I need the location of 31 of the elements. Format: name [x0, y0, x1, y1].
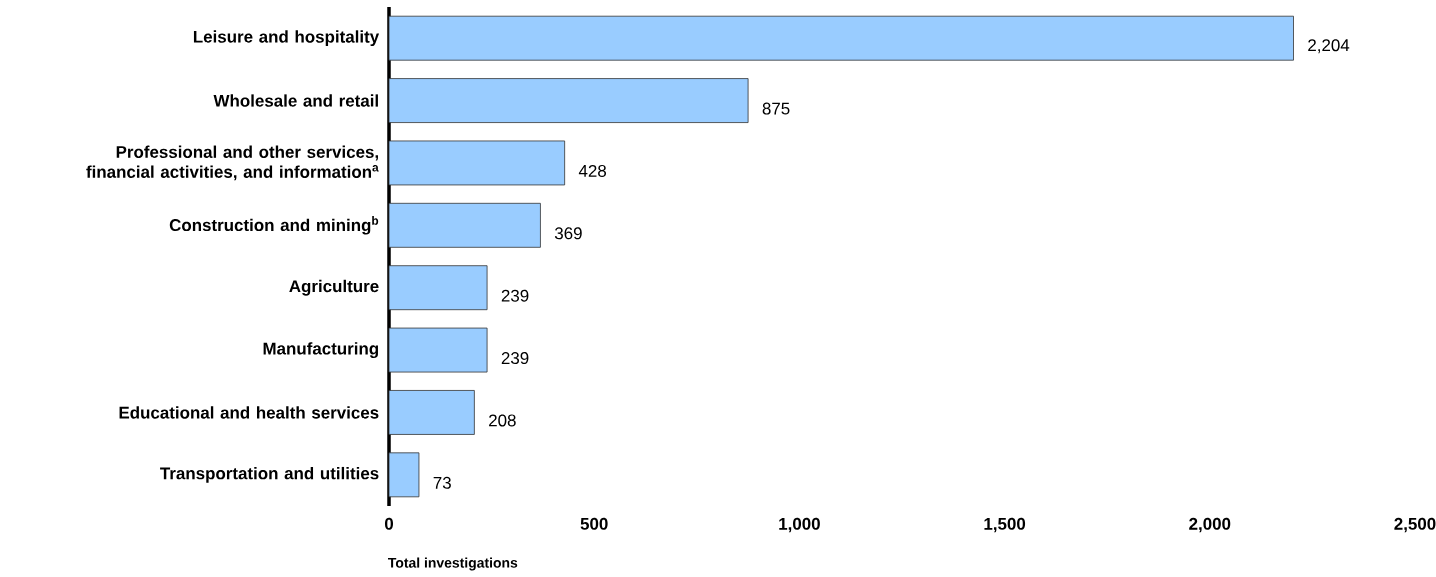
data-label: 875: [762, 102, 790, 115]
x-tick-label: 0: [384, 517, 394, 530]
bar: [388, 452, 420, 498]
bar: [388, 15, 1294, 61]
y-tick-label: Manufacturing: [263, 342, 379, 358]
data-label: 208: [489, 414, 516, 427]
bar: [388, 140, 566, 186]
y-tick-label: Transportation and utilities: [160, 466, 379, 483]
x-axis-title: Total investigations: [388, 557, 518, 571]
data-label: 239: [501, 352, 529, 365]
bar: [388, 202, 541, 248]
bar: [388, 327, 488, 373]
y-tick-label: Professional and other services, financial activities, and information$^{a}$: [86, 145, 379, 181]
data-label: 239: [501, 289, 529, 302]
x-tick-label: 2,000: [1189, 517, 1231, 533]
bar: [388, 265, 488, 311]
bar: [388, 390, 475, 435]
y-tick-label: Leisure and hospitality: [193, 30, 380, 47]
x-tick-label: 2,500: [1394, 517, 1436, 533]
x-tick-label: 500: [580, 517, 608, 530]
y-tick-label: Wholesale and retail: [213, 94, 378, 107]
y-tick-label: Agriculture: [289, 279, 379, 296]
data-label: 2,204: [1308, 39, 1350, 54]
y-tick-label: Educational and health services: [119, 406, 379, 419]
x-tick-label: 1,500: [984, 517, 1026, 533]
data-label: 369: [554, 227, 582, 240]
x-tick-label: 1,000: [779, 517, 820, 533]
data-label: 428: [578, 164, 607, 177]
data-label: 73: [433, 476, 451, 489]
bar: [388, 78, 749, 123]
y-tick-label: Construction and mining$^{b}$: [169, 216, 379, 235]
